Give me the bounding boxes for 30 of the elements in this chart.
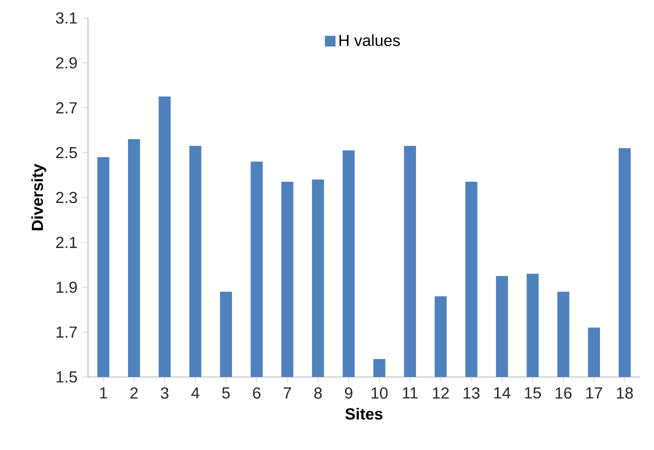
y-axis-title: Diversity bbox=[31, 164, 46, 230]
y-tick-label: 2.5 bbox=[56, 146, 77, 158]
x-tick-label: 18 bbox=[616, 387, 633, 399]
x-tick-label: 17 bbox=[586, 387, 602, 398]
x-tick-label: 11 bbox=[402, 387, 418, 398]
y-tick-label: 2.7 bbox=[56, 102, 77, 114]
x-tick-label: 8 bbox=[314, 387, 322, 399]
x-tick-label: 10 bbox=[372, 387, 388, 399]
x-axis-title: Sites bbox=[345, 408, 382, 420]
y-tick-label: 2.1 bbox=[56, 236, 77, 248]
x-tick-label: 1 bbox=[100, 387, 108, 398]
x-tick-label: 12 bbox=[432, 387, 449, 399]
x-tick-label: 3 bbox=[160, 387, 168, 399]
y-tick-label: 1.7 bbox=[56, 326, 77, 338]
y-tick-label: 1.9 bbox=[56, 282, 77, 293]
x-tick-label: 16 bbox=[556, 387, 572, 399]
x-tick-label: 5 bbox=[222, 387, 230, 399]
legend-label: H values bbox=[340, 34, 400, 46]
x-tick-label: 14 bbox=[494, 387, 510, 398]
y-tick-label: 2.3 bbox=[56, 192, 77, 204]
x-tick-label: 2 bbox=[130, 387, 138, 399]
x-tick-label: 9 bbox=[344, 387, 352, 399]
y-tick-label: 3.1 bbox=[56, 12, 77, 24]
y-tick-label: 1.5 bbox=[56, 371, 77, 383]
x-tick-label: 15 bbox=[524, 387, 541, 399]
x-tick-label: 13 bbox=[464, 387, 480, 399]
x-tick-label: 6 bbox=[253, 387, 260, 399]
y-tick-label: 2.9 bbox=[56, 57, 77, 69]
x-tick-label: 4 bbox=[191, 387, 200, 398]
x-tick-label: 7 bbox=[284, 387, 291, 398]
